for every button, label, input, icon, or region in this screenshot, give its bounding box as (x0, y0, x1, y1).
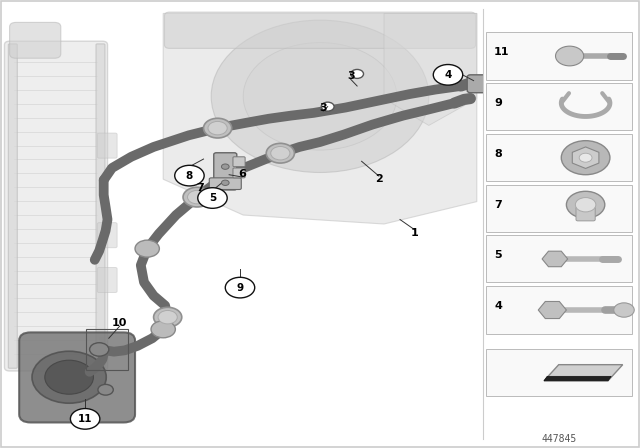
FancyBboxPatch shape (164, 12, 476, 48)
Text: 5: 5 (209, 193, 216, 203)
Circle shape (575, 198, 596, 212)
Polygon shape (544, 365, 623, 381)
FancyBboxPatch shape (214, 153, 237, 190)
Circle shape (183, 187, 211, 207)
Circle shape (188, 190, 207, 204)
Circle shape (566, 191, 605, 218)
Circle shape (208, 121, 227, 135)
Circle shape (158, 310, 177, 324)
Polygon shape (384, 13, 477, 125)
Circle shape (221, 180, 229, 185)
Polygon shape (538, 302, 566, 319)
Polygon shape (572, 147, 599, 168)
FancyBboxPatch shape (209, 178, 241, 190)
Circle shape (98, 384, 113, 395)
Circle shape (221, 164, 229, 169)
Circle shape (151, 321, 175, 338)
Text: 8: 8 (494, 149, 502, 159)
Circle shape (271, 146, 290, 160)
Text: 10: 10 (112, 319, 127, 328)
Text: 7: 7 (196, 183, 204, 193)
Text: 1: 1 (411, 228, 419, 238)
Circle shape (561, 141, 610, 175)
Bar (86, 329, 128, 370)
Circle shape (243, 43, 397, 150)
FancyBboxPatch shape (233, 168, 245, 178)
Bar (486, 32, 632, 79)
Text: 6: 6 (238, 169, 246, 179)
FancyBboxPatch shape (467, 75, 488, 93)
Text: 4: 4 (444, 70, 452, 80)
Circle shape (351, 69, 364, 78)
Circle shape (433, 65, 463, 85)
FancyBboxPatch shape (97, 133, 117, 158)
Circle shape (198, 188, 227, 208)
Text: 2: 2 (375, 174, 383, 184)
Circle shape (154, 307, 182, 327)
Bar (486, 349, 632, 396)
FancyBboxPatch shape (4, 41, 108, 371)
FancyBboxPatch shape (233, 157, 245, 167)
Polygon shape (542, 251, 568, 267)
Circle shape (32, 351, 106, 403)
Circle shape (614, 303, 634, 317)
Text: 447845: 447845 (541, 434, 577, 444)
FancyBboxPatch shape (8, 44, 17, 368)
Circle shape (90, 343, 109, 356)
Text: 11: 11 (494, 47, 509, 57)
FancyBboxPatch shape (19, 332, 135, 422)
Circle shape (266, 143, 294, 163)
Circle shape (204, 118, 232, 138)
Text: 7: 7 (494, 200, 502, 210)
Bar (486, 287, 632, 333)
Circle shape (556, 46, 584, 66)
Bar (486, 236, 632, 282)
Circle shape (321, 102, 334, 111)
FancyBboxPatch shape (97, 267, 117, 293)
Text: 3: 3 (319, 103, 327, 113)
Text: 8: 8 (186, 171, 193, 181)
Bar (483, 3, 636, 432)
Text: 5: 5 (494, 250, 502, 260)
Text: 3: 3 (347, 71, 355, 81)
Circle shape (70, 409, 100, 429)
Bar (486, 185, 632, 232)
FancyBboxPatch shape (10, 22, 61, 58)
Circle shape (175, 165, 204, 186)
Text: 4: 4 (494, 302, 502, 311)
Circle shape (225, 277, 255, 298)
FancyBboxPatch shape (96, 44, 105, 368)
Bar (486, 134, 632, 181)
Circle shape (211, 20, 429, 172)
Text: 9: 9 (494, 98, 502, 108)
Polygon shape (544, 376, 611, 381)
Circle shape (135, 240, 159, 257)
Text: 9: 9 (236, 283, 244, 293)
FancyBboxPatch shape (576, 207, 595, 221)
Polygon shape (163, 13, 477, 224)
FancyBboxPatch shape (97, 223, 117, 248)
Bar (486, 83, 632, 130)
Circle shape (45, 360, 93, 394)
Circle shape (579, 153, 592, 162)
Text: 11: 11 (78, 414, 92, 424)
